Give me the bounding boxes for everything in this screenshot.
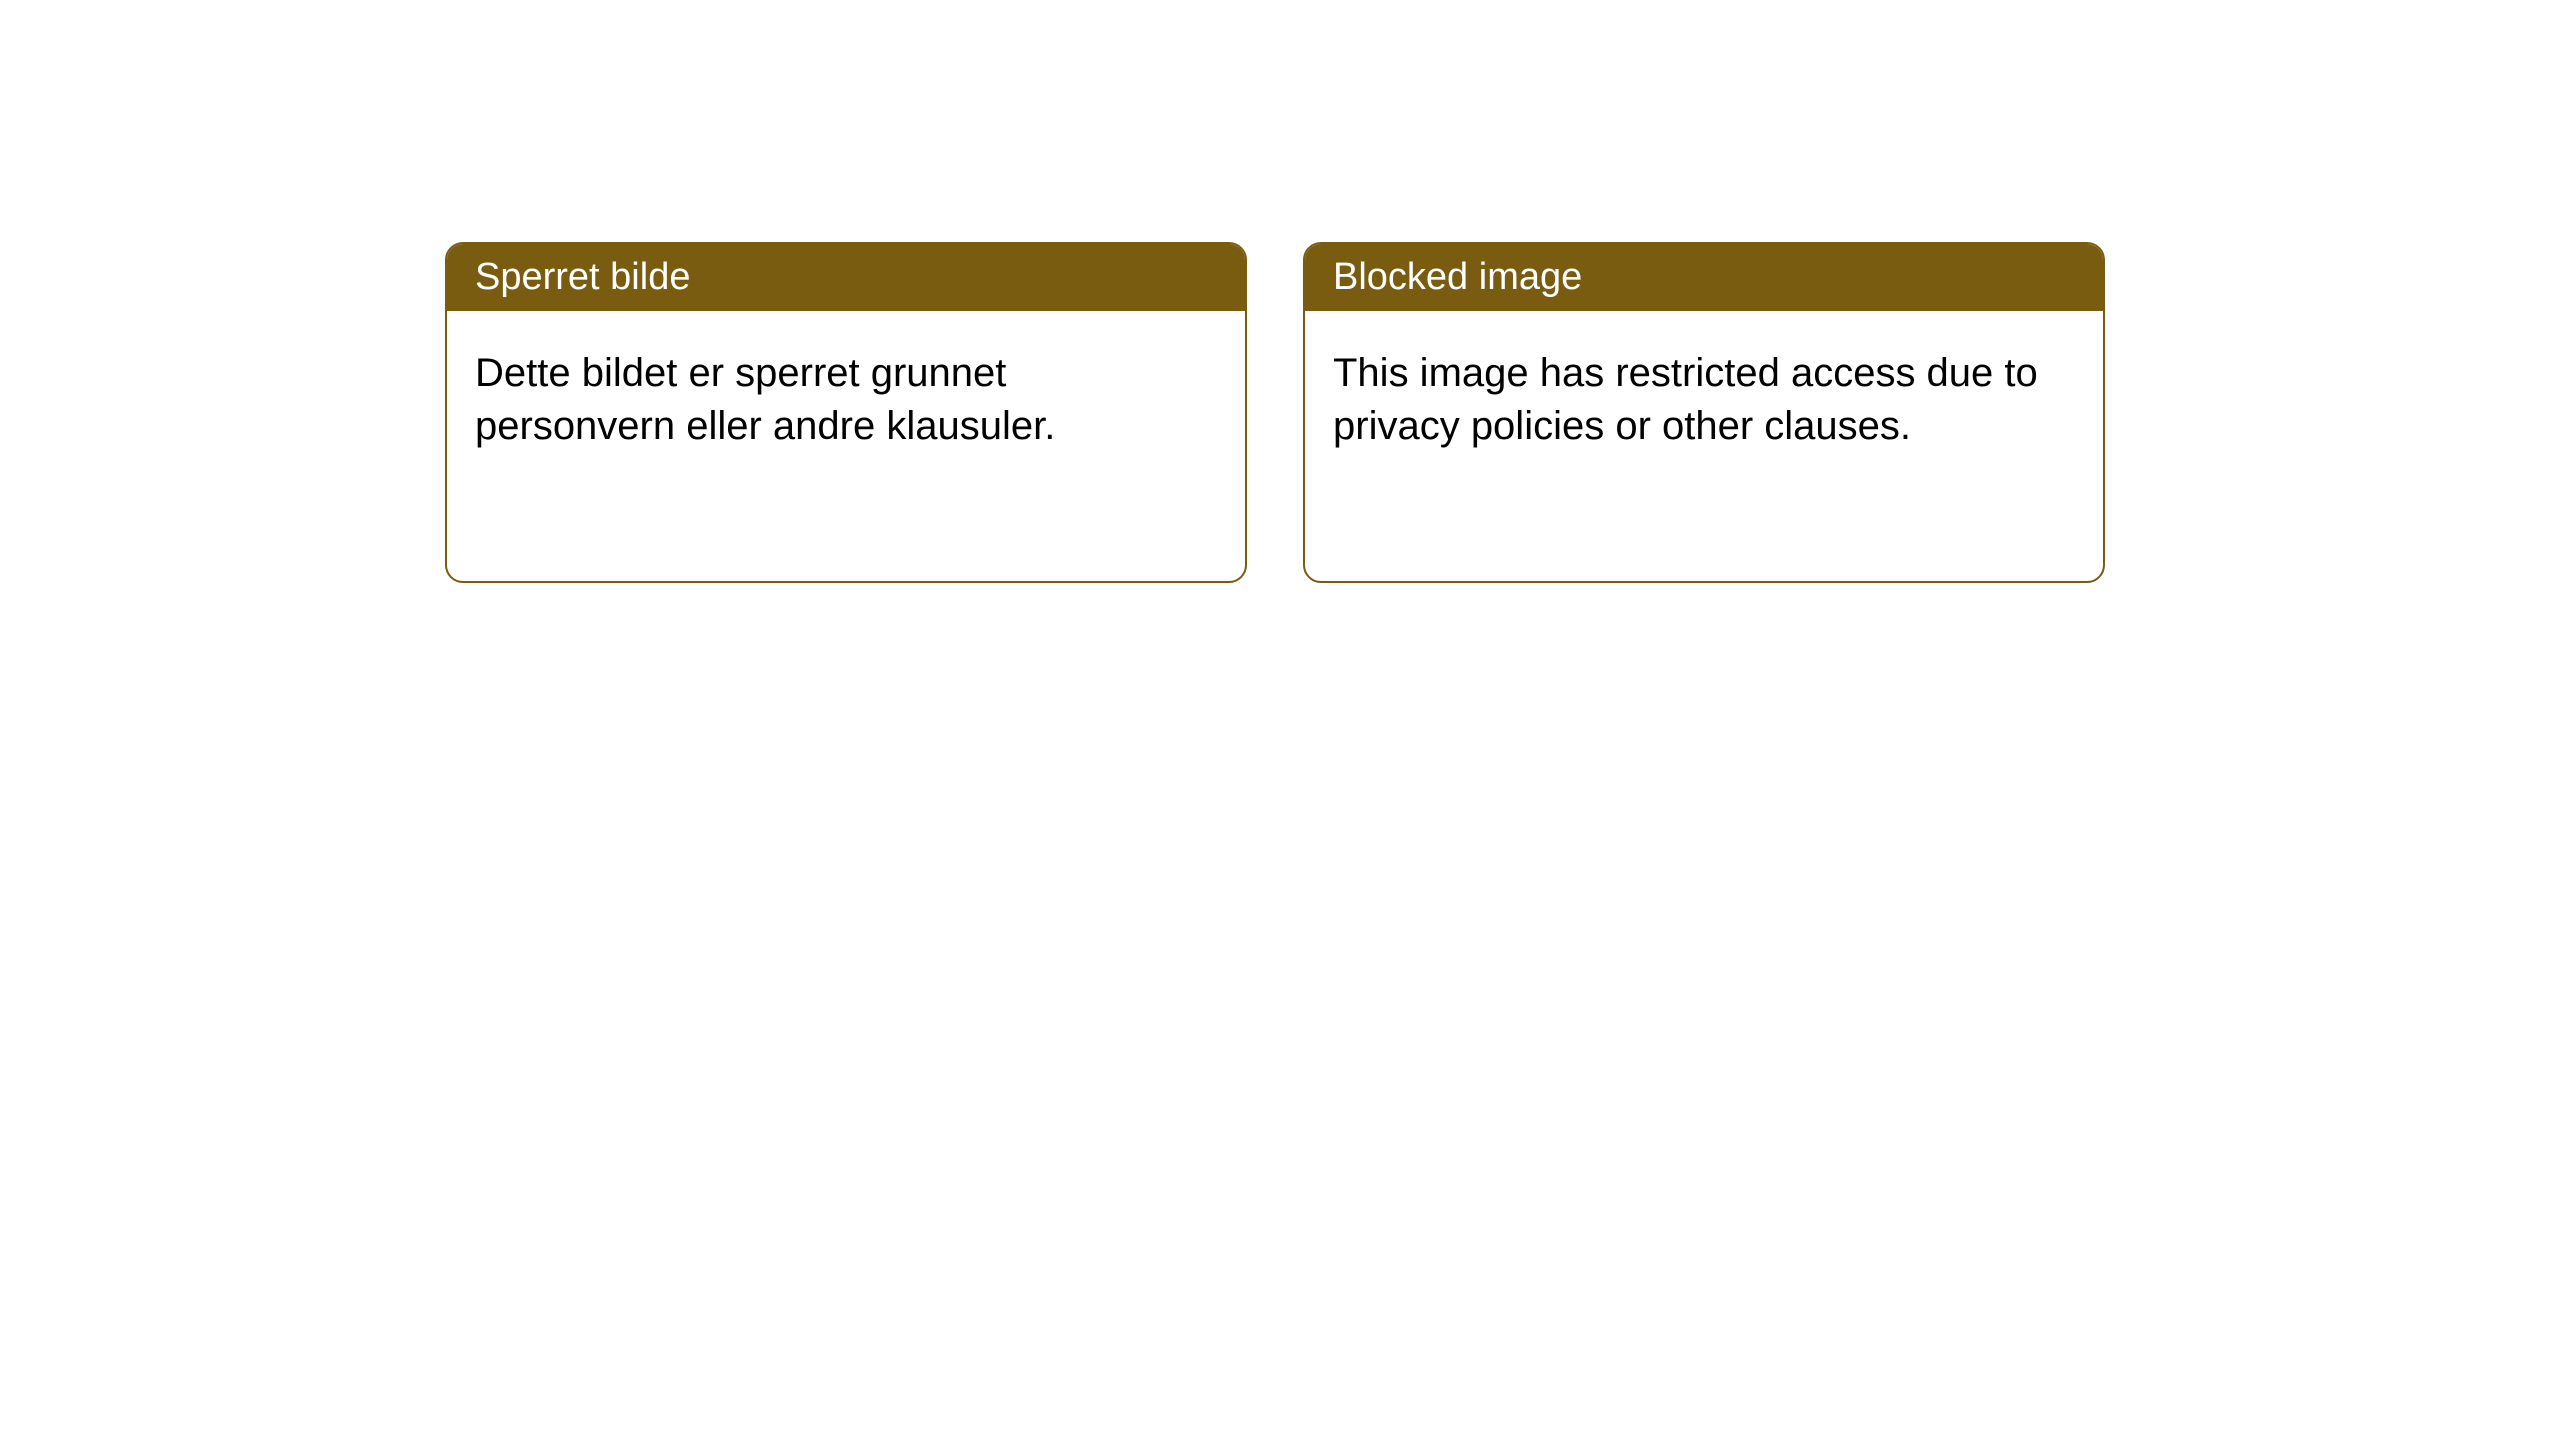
card-title: Sperret bilde bbox=[475, 256, 690, 298]
notice-card-english: Blocked image This image has restricted … bbox=[1303, 242, 2105, 583]
notice-container: Sperret bilde Dette bildet er sperret gr… bbox=[0, 0, 2560, 583]
card-header: Sperret bilde bbox=[447, 244, 1245, 311]
notice-card-norwegian: Sperret bilde Dette bildet er sperret gr… bbox=[445, 242, 1247, 583]
card-header: Blocked image bbox=[1305, 244, 2103, 311]
card-body-text: This image has restricted access due to … bbox=[1333, 351, 2038, 448]
card-body-text: Dette bildet er sperret grunnet personve… bbox=[475, 351, 1055, 448]
card-body: Dette bildet er sperret grunnet personve… bbox=[447, 311, 1245, 581]
card-body: This image has restricted access due to … bbox=[1305, 311, 2103, 581]
card-title: Blocked image bbox=[1333, 256, 1582, 298]
